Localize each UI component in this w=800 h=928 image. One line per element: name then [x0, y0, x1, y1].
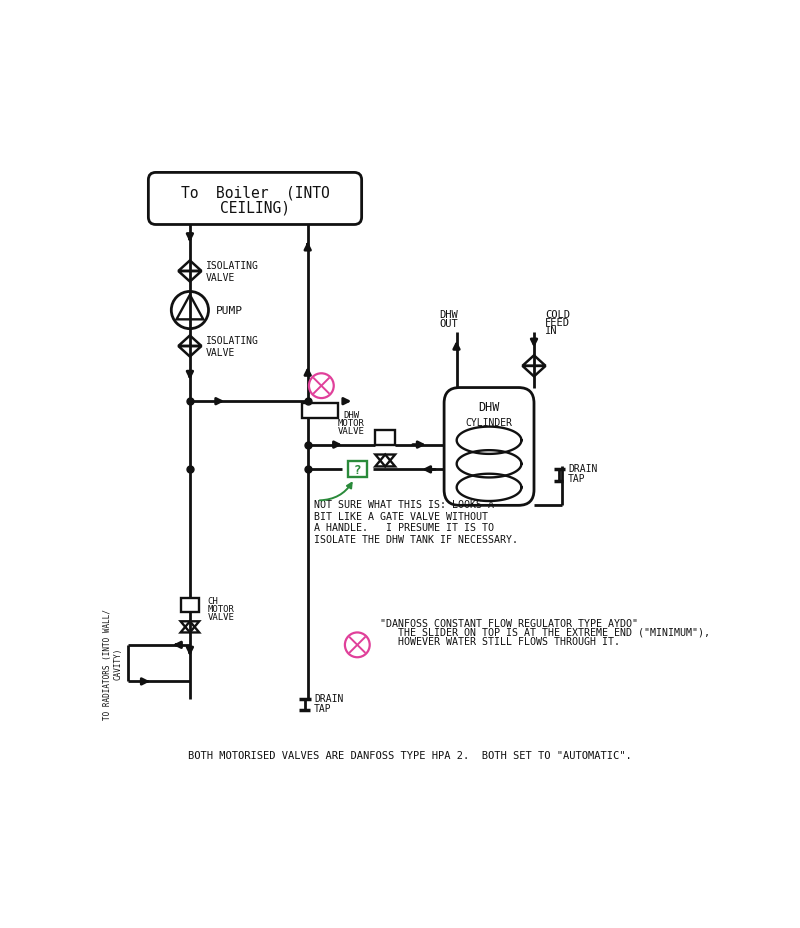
Text: DHW: DHW [440, 310, 458, 320]
Text: DRAIN: DRAIN [314, 693, 343, 702]
Text: "DANFOSS CONSTANT FLOW REGULATOR TYPE AYDO": "DANFOSS CONSTANT FLOW REGULATOR TYPE AY… [380, 618, 638, 628]
FancyBboxPatch shape [148, 174, 362, 226]
Text: VALVE: VALVE [338, 426, 365, 435]
Text: PUMP: PUMP [216, 305, 243, 316]
Text: NOT SURE WHAT THIS IS: LOOKS A
BIT LIKE A GATE VALVE WITHOUT
A HANDLE.   I PRESU: NOT SURE WHAT THIS IS: LOOKS A BIT LIKE … [314, 499, 518, 545]
Text: CYLINDER: CYLINDER [466, 418, 513, 427]
Text: IN: IN [545, 326, 558, 336]
Text: OUT: OUT [440, 318, 458, 329]
Text: To  Boiler  (INTO: To Boiler (INTO [181, 186, 330, 200]
Text: TO RADIATORS (INTO WALL/
CAVITY): TO RADIATORS (INTO WALL/ CAVITY) [102, 608, 122, 719]
Bar [181, 599, 199, 612]
Text: CEILING): CEILING) [220, 200, 290, 214]
Text: BOTH MOTORISED VALVES ARE DANFOSS TYPE HPA 2.  BOTH SET TO "AUTOMATIC".: BOTH MOTORISED VALVES ARE DANFOSS TYPE H… [188, 750, 632, 760]
Text: VALVE: VALVE [207, 612, 234, 622]
Text: ISOLATING: ISOLATING [206, 335, 259, 345]
Text: MOTOR: MOTOR [207, 605, 234, 613]
Text: MOTOR: MOTOR [338, 419, 365, 427]
Bar [375, 431, 395, 445]
Text: THE SLIDER ON TOP IS AT THE EXTREME END ("MINIMUM"),: THE SLIDER ON TOP IS AT THE EXTREME END … [380, 627, 710, 638]
Text: TAP: TAP [314, 703, 331, 714]
Text: VALVE: VALVE [206, 273, 235, 283]
Text: FEED: FEED [545, 318, 570, 329]
FancyArrowPatch shape [320, 483, 352, 501]
Text: DHW: DHW [343, 410, 359, 419]
Bar [348, 462, 366, 478]
Text: VALVE: VALVE [206, 348, 235, 358]
Text: ISOLATING: ISOLATING [206, 261, 259, 270]
Text: COLD: COLD [545, 310, 570, 320]
Text: DRAIN: DRAIN [568, 464, 598, 473]
Text: HOWEVER WATER STILL FLOWS THROUGH IT.: HOWEVER WATER STILL FLOWS THROUGH IT. [380, 637, 620, 647]
Text: TAP: TAP [568, 473, 586, 483]
Bar [302, 404, 338, 419]
Text: ?: ? [354, 463, 361, 476]
FancyBboxPatch shape [444, 388, 534, 506]
Text: CH: CH [207, 597, 218, 606]
Text: DHW: DHW [478, 400, 500, 413]
